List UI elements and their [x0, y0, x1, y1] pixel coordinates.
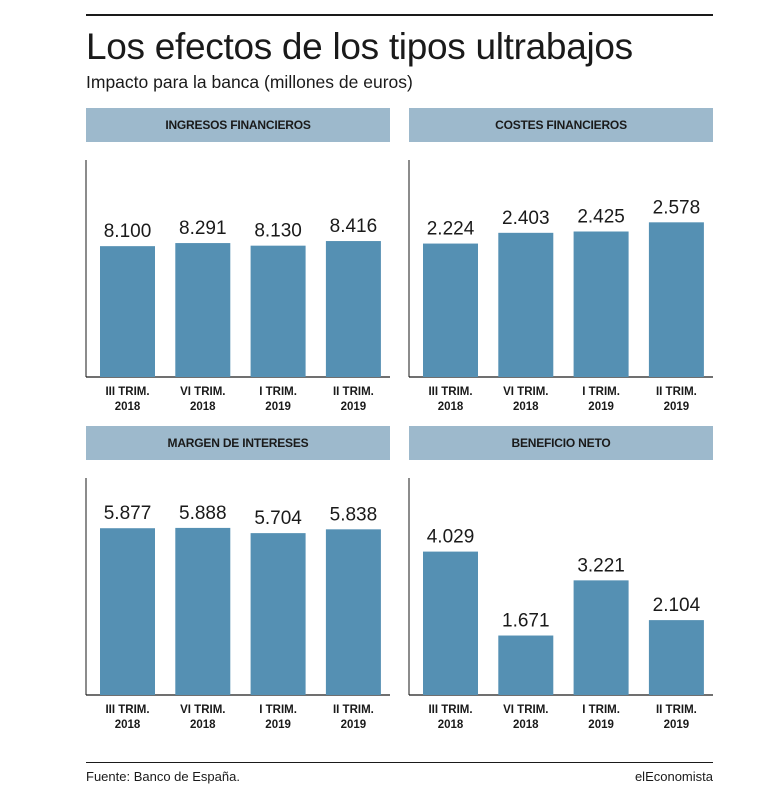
- category-label: I TRIM.: [582, 386, 620, 398]
- category-label: III TRIM.: [428, 386, 472, 398]
- value-label: 8.100: [104, 221, 152, 242]
- value-label: 8.130: [254, 221, 302, 242]
- category-label: II TRIM.: [333, 704, 374, 716]
- value-label: 2.224: [427, 219, 475, 240]
- category-label: 2019: [265, 719, 291, 731]
- category-label: 2018: [115, 719, 141, 731]
- category-label: III TRIM.: [105, 386, 149, 398]
- chart-title: Los efectos de los tipos ultrabajos: [86, 26, 633, 67]
- bar: [498, 232, 554, 377]
- category-label: 2019: [341, 401, 367, 413]
- bar: [100, 528, 155, 695]
- bar: [648, 222, 704, 377]
- category-label: III TRIM.: [105, 704, 149, 716]
- bar: [250, 533, 306, 695]
- value-label: 5.888: [179, 503, 227, 524]
- panel-title: COSTES FINANCIEROS: [409, 108, 713, 142]
- bar: [100, 246, 155, 377]
- value-label: 5.704: [254, 508, 302, 529]
- category-label: I TRIM.: [582, 704, 620, 716]
- value-label: 8.291: [179, 218, 227, 239]
- panel-margen-de-intereses: MARGEN DE INTERESES 5.877 III TRIM. 2018 5.…: [85, 426, 390, 732]
- chart-subtitle: Impacto para la banca (millones de euros…: [86, 72, 413, 92]
- bar: [498, 635, 554, 695]
- category-label: 2019: [588, 401, 614, 413]
- category-label: 2018: [513, 719, 539, 731]
- bottom-rule: [86, 762, 713, 763]
- bar: [250, 245, 306, 377]
- bar: [325, 241, 381, 377]
- category-label: 2019: [664, 401, 690, 413]
- panel-title: INGRESOS FINANCIEROS: [86, 108, 390, 142]
- category-label: 2019: [664, 719, 690, 731]
- value-label: 4.029: [427, 527, 475, 548]
- value-label: 2.425: [577, 207, 625, 228]
- bar-chart-costes-financieros: 2.224 III TRIM. 2018 2.403 VI TRIM. 2018 2.425…: [408, 160, 713, 413]
- bar: [573, 231, 629, 377]
- category-label: VI TRIM.: [503, 704, 548, 716]
- category-label: 2018: [438, 719, 464, 731]
- panel-beneficio-neto: BENEFICIO NETO 4.029 III TRIM. 2018 1.671 VI…: [408, 426, 713, 732]
- category-label: 2018: [190, 401, 216, 413]
- panel-costes-financieros: COSTES FINANCIEROS 2.224 III TRIM. 2018 2.4…: [408, 108, 713, 414]
- category-label: 2019: [265, 401, 291, 413]
- value-label: 8.416: [330, 216, 378, 237]
- category-label: II TRIM.: [333, 386, 374, 398]
- bar: [175, 243, 231, 377]
- bar: [648, 620, 704, 695]
- category-label: VI TRIM.: [503, 386, 548, 398]
- value-label: 2.578: [653, 197, 701, 218]
- value-label: 5.877: [104, 503, 152, 524]
- bar-chart-beneficio-neto: 4.029 III TRIM. 2018 1.671 VI TRIM. 2018 3.221…: [408, 478, 713, 731]
- value-label: 5.838: [330, 504, 378, 525]
- category-label: 2018: [438, 401, 464, 413]
- publisher-logo: elEconomista: [634, 769, 713, 784]
- bar-chart-margen-de-intereses: 5.877 III TRIM. 2018 5.888 VI TRIM. 2018 5.704…: [85, 478, 390, 731]
- value-label: 2.403: [502, 208, 550, 229]
- category-label: 2018: [190, 719, 216, 731]
- top-rule: [86, 14, 713, 16]
- category-label: 2018: [513, 401, 539, 413]
- value-label: 3.221: [577, 555, 625, 576]
- category-label: I TRIM.: [259, 704, 297, 716]
- category-label: VI TRIM.: [180, 704, 225, 716]
- bar-chart-ingresos-financieros: 8.100 III TRIM. 2018 8.291 VI TRIM. 2018 8.130…: [85, 160, 390, 413]
- bar: [325, 529, 381, 695]
- category-label: II TRIM.: [656, 704, 697, 716]
- panel-ingresos-financieros: INGRESOS FINANCIEROS 8.100 III TRIM. 2018 8…: [85, 108, 390, 414]
- category-label: 2019: [341, 719, 367, 731]
- source-note: Fuente: Banco de España.: [86, 769, 240, 784]
- panel-title: MARGEN DE INTERESES: [86, 426, 390, 460]
- value-label: 2.104: [653, 595, 701, 616]
- value-label: 1.671: [502, 611, 550, 632]
- bar: [573, 580, 629, 695]
- category-label: III TRIM.: [428, 704, 472, 716]
- bar: [423, 551, 478, 695]
- category-label: VI TRIM.: [180, 386, 225, 398]
- category-label: II TRIM.: [656, 386, 697, 398]
- category-label: 2019: [588, 719, 614, 731]
- category-label: 2018: [115, 401, 141, 413]
- bar: [175, 527, 231, 695]
- bar: [423, 243, 478, 377]
- category-label: I TRIM.: [259, 386, 297, 398]
- panel-title: BENEFICIO NETO: [409, 426, 713, 460]
